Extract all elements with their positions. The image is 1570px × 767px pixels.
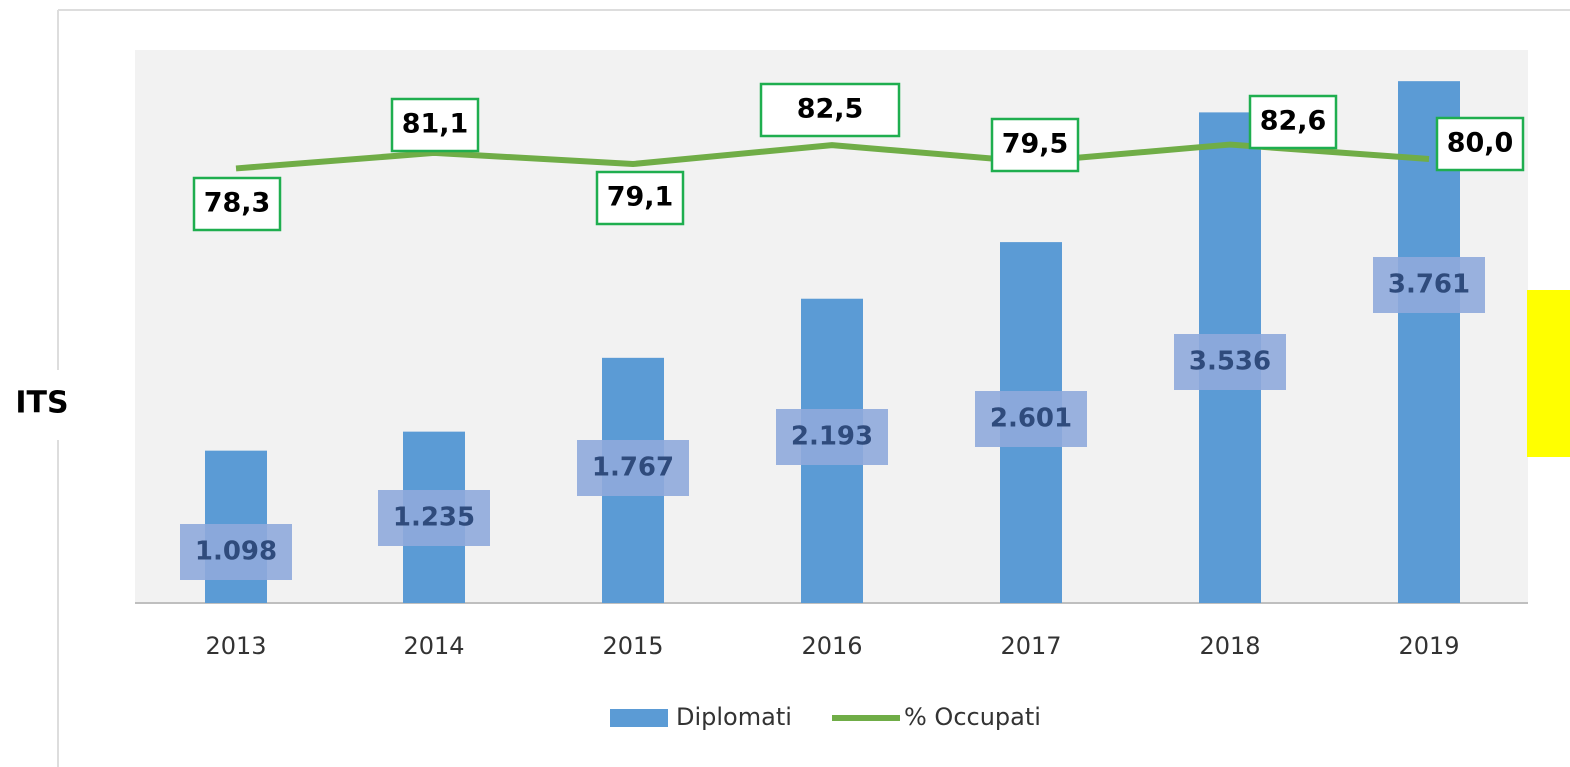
data-label: 1.235: [393, 503, 475, 533]
legend-label: % Occupati: [904, 703, 1041, 731]
data-label: 3.761: [1388, 270, 1470, 300]
data-label: 79,1: [607, 182, 674, 213]
label-box: [1435, 116, 1525, 172]
data-label: 80,0: [1447, 128, 1514, 159]
label-box: [776, 409, 888, 465]
label-box: [390, 97, 480, 153]
label-box: [990, 117, 1080, 173]
data-label: 81,1: [402, 109, 469, 140]
data-label: 78,3: [204, 188, 271, 219]
data-label: 2.193: [791, 422, 873, 452]
label-box: [1174, 334, 1286, 390]
label-box: [577, 440, 689, 496]
x-tick-label: 2019: [1398, 632, 1459, 660]
label-box: [378, 490, 490, 546]
label-box: [759, 82, 901, 138]
legend-swatch: [610, 709, 668, 727]
x-tick-label: 2016: [801, 632, 862, 660]
line: [235, 141, 1430, 172]
data-label: 3.536: [1189, 347, 1271, 377]
label-bg: [0, 370, 90, 440]
data-label: 82,5: [797, 94, 864, 125]
label-box: [180, 524, 292, 580]
x-tick-label: 2014: [403, 632, 464, 660]
label-box: [1248, 94, 1338, 150]
label-box: [192, 176, 282, 232]
label-box: [595, 170, 685, 226]
legend-label: Diplomati: [676, 703, 792, 731]
data-label: 1.098: [195, 537, 277, 567]
x-tick-label: 2018: [1199, 632, 1260, 660]
x-tick-label: 2017: [1000, 632, 1061, 660]
data-label: 79,5: [1002, 129, 1069, 160]
highlight: [1527, 290, 1570, 457]
x-tick-label: 2015: [602, 632, 663, 660]
label-box: [975, 391, 1087, 447]
x-tick-label: 2013: [205, 632, 266, 660]
data-label: 1.767: [592, 453, 674, 483]
side-label: ITS: [15, 386, 68, 421]
data-label: 82,6: [1260, 106, 1327, 137]
data-label: 2.601: [990, 404, 1072, 434]
label-box: [1373, 257, 1485, 313]
